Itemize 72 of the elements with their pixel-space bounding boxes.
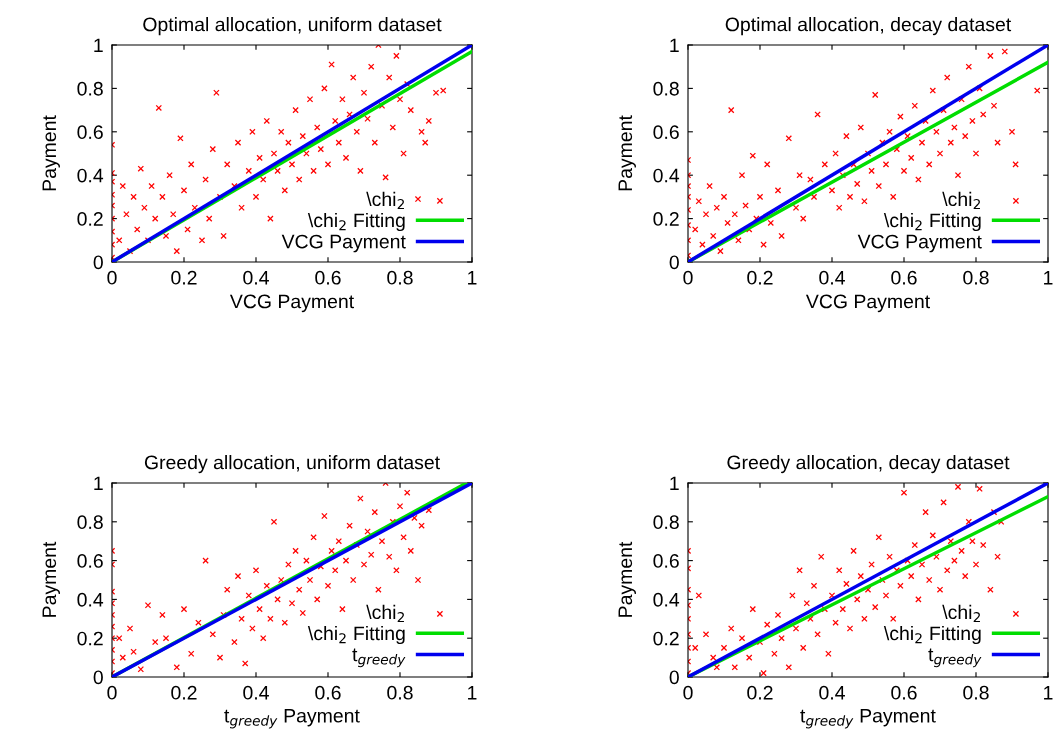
y-tick-label: 0.8 [77, 81, 103, 96]
y-tick-label: 0 [93, 670, 103, 685]
x-axis-title: t$_{greedy}$ Payment [800, 709, 936, 729]
x-tick-label: 0 [683, 685, 693, 700]
x-axis-title: VCG Payment [229, 294, 354, 313]
x-tick-label: 1 [468, 271, 477, 285]
x-tick-label: 0.2 [171, 685, 197, 700]
x-tick-label: 0.4 [243, 685, 269, 700]
x-tick-label: 0.6 [315, 270, 341, 285]
y-tick-label: 0.4 [653, 592, 680, 607]
x-tick-label: 0 [107, 270, 117, 285]
legend-label: \chi$_{2}$ Fitting [307, 212, 405, 232]
y-tick-label: 0.8 [77, 515, 103, 530]
y-axis-title: Payment [42, 541, 60, 617]
x-tick-label: 0.4 [243, 270, 269, 285]
y-tick-label: 0.4 [77, 168, 104, 183]
y-tick-label: 0.2 [653, 212, 679, 226]
y-tick-label: 0.6 [653, 125, 679, 140]
legend-label: \chi$_{2}$ [366, 604, 404, 623]
x-tick-label: 0.2 [747, 685, 773, 700]
y-tick-label: 0 [93, 255, 103, 270]
y-axis-title: Payment [618, 541, 636, 617]
legend-label: VCG Payment [281, 234, 406, 253]
y-tick-label: 1 [94, 476, 103, 491]
chart-title: Optimal allocation, decay dataset [725, 17, 1012, 36]
y-tick-label: 0.6 [77, 125, 103, 140]
x-tick-label: 0.4 [819, 270, 845, 285]
legend-label: \chi$_{2}$ Fitting [883, 212, 981, 232]
legend-label: \chi$_{2}$ Fitting [307, 625, 405, 645]
x-tick-label: 1 [468, 686, 477, 700]
x-tick-label: 0.2 [171, 270, 197, 285]
y-tick-label: 0.8 [653, 515, 679, 530]
x-tick-label: 0.8 [387, 270, 413, 285]
x-axis-title: VCG Payment [805, 294, 930, 313]
x-tick-label: 0.6 [891, 685, 917, 700]
y-tick-label: 0.2 [653, 631, 679, 646]
x-tick-label: 1 [1044, 271, 1053, 285]
x-tick-label: 0.8 [387, 685, 413, 700]
chart-title: Optimal allocation, uniform dataset [143, 17, 442, 36]
legend-label: VCG Payment [857, 234, 982, 253]
x-tick-label: 0.8 [963, 270, 989, 285]
x-tick-label: 0 [683, 270, 693, 285]
legend-label: t$_{greedy}$ [352, 648, 406, 668]
x-tick-label: 0.4 [819, 685, 845, 700]
y-tick-label: 0.6 [77, 554, 103, 568]
x-axis-title: t$_{greedy}$ Payment [224, 709, 360, 729]
y-tick-label: 0.6 [653, 554, 679, 568]
y-axis-title: Payment [42, 115, 60, 191]
legend-label: \chi$_{2}$ [366, 191, 404, 210]
y-tick-label: 0 [669, 255, 679, 270]
x-tick-label: 0 [107, 685, 117, 700]
x-tick-label: 0.8 [963, 685, 989, 700]
y-tick-label: 0.4 [77, 592, 104, 607]
y-tick-label: 1 [670, 476, 679, 491]
legend-label: \chi$_{2}$ [942, 604, 980, 623]
chart-title: Greedy allocation, decay dataset [727, 455, 1010, 474]
y-tick-label: 0.2 [77, 631, 103, 646]
legend-label: t$_{greedy}$ [928, 648, 982, 668]
y-tick-label: 0.8 [653, 81, 679, 96]
legend-label: \chi$_{2}$ Fitting [883, 625, 981, 645]
y-tick-label: 0 [669, 670, 679, 685]
x-tick-label: 1 [1044, 686, 1053, 700]
y-tick-label: 1 [94, 38, 103, 53]
y-axis-title: Payment [618, 115, 636, 191]
x-tick-label: 0.2 [747, 270, 773, 285]
legend-label: \chi$_{2}$ [942, 191, 980, 210]
y-tick-label: 1 [670, 38, 679, 53]
chart-title: Greedy allocation, uniform dataset [144, 455, 440, 474]
y-tick-label: 0.2 [77, 212, 103, 226]
x-tick-label: 0.6 [315, 685, 341, 700]
x-tick-label: 0.6 [891, 270, 917, 285]
y-tick-label: 0.4 [653, 168, 680, 183]
